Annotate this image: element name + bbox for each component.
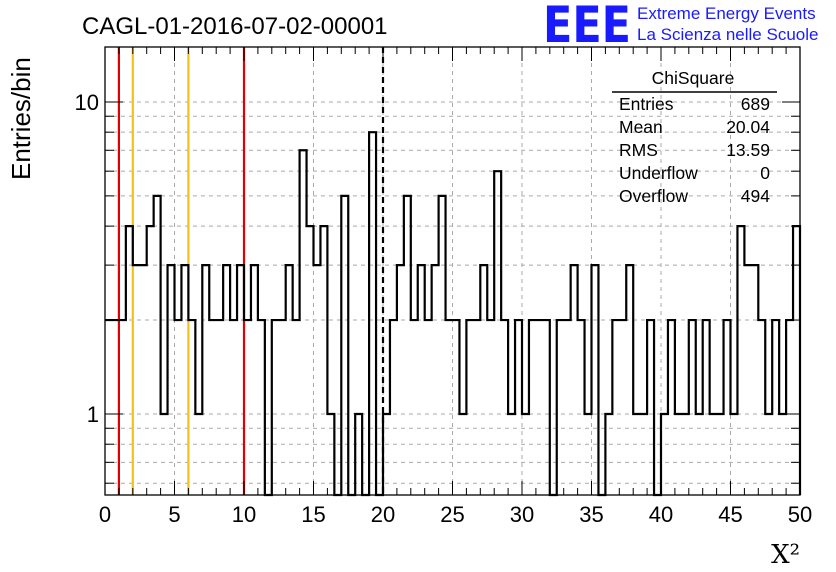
stats-row-value: 20.04: [726, 117, 770, 137]
y-tick-labels: 1 10: [75, 90, 99, 427]
x-tick-label: 0: [99, 502, 111, 527]
stats-row-label: Overflow: [619, 186, 688, 206]
histogram-series-line: [105, 131, 802, 497]
eee-logo-text: EEE: [543, 0, 631, 54]
chart-title: CAGL-01-2016-07-02-00001: [82, 13, 388, 40]
x-tick-label: 20: [371, 502, 395, 527]
stats-row-value: 13.59: [726, 140, 770, 160]
plot-frame: [104, 46, 801, 496]
x-axis-title: X²: [771, 540, 800, 570]
stats-row-label: Entries: [619, 94, 674, 114]
stats-row-value: 0: [760, 163, 770, 183]
brand-line-1: Extreme Energy Events: [637, 4, 816, 23]
brand-line-2: La Scienza nelle Scuole: [637, 25, 818, 44]
eee-logo: EEE Extreme Energy Events La Scienza nel…: [543, 0, 818, 54]
stats-row-value: 494: [741, 186, 770, 206]
x-tick-label: 50: [788, 502, 812, 527]
stats-box-title: ChiSquare: [652, 68, 735, 88]
y-tick-label: 1: [87, 402, 99, 427]
x-tick-label: 35: [579, 502, 603, 527]
x-tick-label: 45: [718, 502, 742, 527]
y-tick-label: 10: [75, 90, 99, 115]
stats-row-value: 689: [741, 94, 770, 114]
x-tick-label: 40: [649, 502, 673, 527]
x-tick-label: 5: [168, 502, 180, 527]
y-axis-title: Entries/bin: [6, 57, 36, 180]
x-tick-label: 25: [440, 502, 464, 527]
stats-box: ChiSquare Entries 689 Mean 20.04 RMS 13.59 Und…: [612, 68, 777, 206]
stats-row-label: Mean: [619, 117, 663, 137]
x-tick-label: 30: [510, 502, 534, 527]
stats-rows: Entries 689 Mean 20.04 RMS 13.59 Underflow 0 Ove…: [619, 94, 770, 206]
x-tick-labels: 0 5 10 15 20 25 30 35 40 45 50: [99, 502, 812, 527]
x-tick-label: 10: [232, 502, 256, 527]
stats-row-label: Underflow: [619, 163, 698, 183]
x-tick-label: 15: [301, 502, 325, 527]
stats-row-label: RMS: [619, 140, 658, 160]
